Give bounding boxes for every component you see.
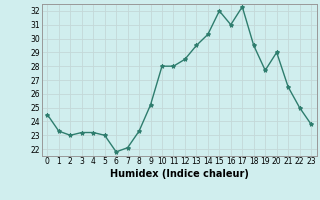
- X-axis label: Humidex (Indice chaleur): Humidex (Indice chaleur): [110, 169, 249, 179]
